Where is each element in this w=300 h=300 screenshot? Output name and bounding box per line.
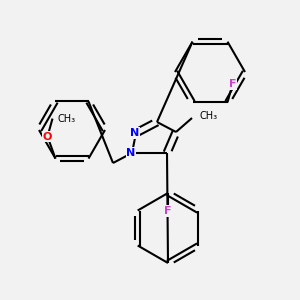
- Text: CH₃: CH₃: [58, 114, 76, 124]
- Text: F: F: [164, 206, 172, 216]
- Text: F: F: [229, 79, 236, 89]
- Text: O: O: [43, 132, 52, 142]
- Text: CH₃: CH₃: [200, 111, 218, 121]
- Text: N: N: [126, 148, 136, 158]
- Text: N: N: [130, 128, 140, 138]
